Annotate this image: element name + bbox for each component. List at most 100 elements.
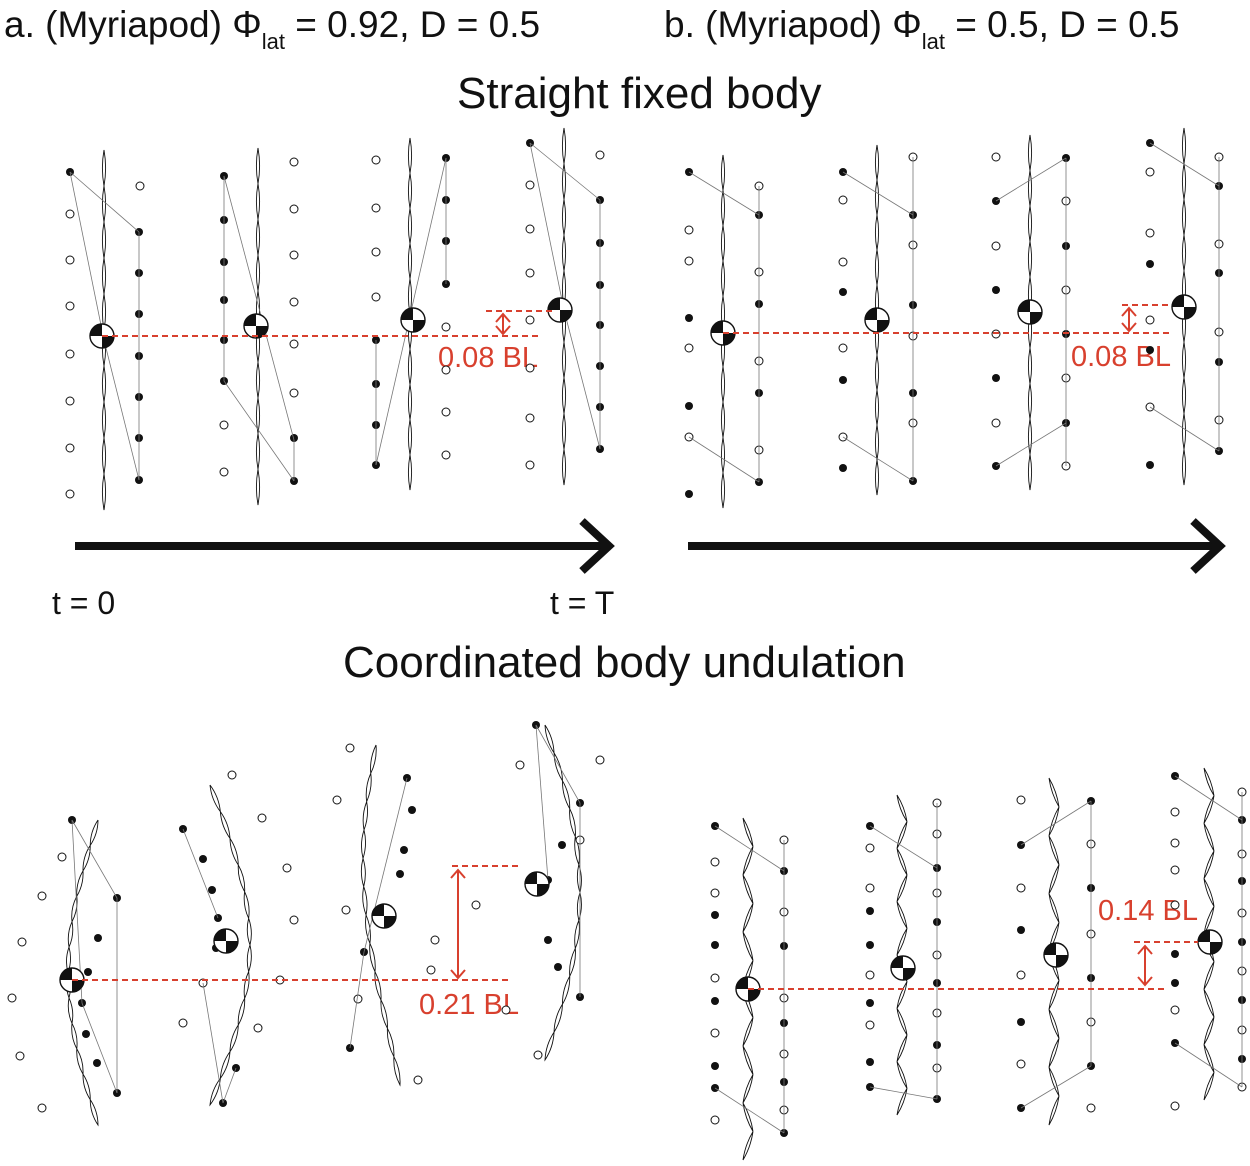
swing-foot — [1016, 1059, 1026, 1069]
center-of-mass-quadrant — [723, 333, 735, 345]
swing-foot — [684, 256, 694, 266]
swing-foot — [15, 1051, 25, 1061]
swing-foot — [710, 1028, 720, 1038]
swing-foot — [219, 420, 229, 430]
swing-foot — [1145, 167, 1155, 177]
swing-foot — [1170, 865, 1180, 875]
offset-arrow-b-top-head-top — [1121, 306, 1137, 317]
swing-foot — [1170, 807, 1180, 817]
leg-link-line — [842, 171, 914, 216]
swing-foot — [65, 301, 75, 311]
stance-foot — [208, 886, 216, 894]
leg-link-line — [714, 825, 785, 872]
stance-foot — [866, 907, 874, 915]
center-of-mass-quadrant — [1030, 312, 1042, 324]
swing-foot — [1016, 883, 1026, 893]
stance-foot — [992, 374, 1000, 382]
swing-foot — [332, 795, 342, 805]
leg-link-line — [71, 819, 118, 1093]
leg-link-line — [842, 436, 914, 482]
swing-foot — [710, 1115, 720, 1125]
swing-foot — [65, 349, 75, 359]
swing-foot — [57, 852, 67, 862]
swing-foot — [595, 755, 605, 765]
panel-a-suffix: = 0.92, D = 0.5 — [285, 4, 541, 45]
swing-foot — [1170, 1101, 1180, 1111]
time-axis-arrowhead-a — [579, 518, 615, 574]
swing-foot — [341, 905, 351, 915]
swing-foot — [684, 225, 694, 235]
stance-foot — [866, 1058, 874, 1066]
swing-foot — [17, 937, 27, 947]
swing-foot — [838, 195, 848, 205]
swing-foot — [37, 891, 47, 901]
leg-link-line — [363, 777, 408, 953]
center-of-mass-quadrant — [372, 904, 384, 916]
offset-arrow-b-bottom-head-bottom — [1137, 976, 1153, 987]
swing-foot — [1016, 795, 1026, 805]
stance-foot — [199, 855, 207, 863]
center-of-mass-quadrant — [711, 321, 723, 333]
swing-foot — [289, 204, 299, 214]
stance-foot — [992, 286, 1000, 294]
center-of-mass-quadrant — [891, 956, 903, 968]
section-title-straight: Straight fixed body — [457, 69, 822, 118]
swing-foot — [525, 180, 535, 190]
swing-foot — [65, 209, 75, 219]
swing-foot — [257, 813, 267, 823]
stance-foot — [1146, 260, 1154, 268]
swing-foot — [65, 443, 75, 453]
leg-link-line — [869, 825, 938, 869]
offset-arrow-a-bottom-head-bottom — [450, 969, 466, 980]
stance-foot — [685, 490, 693, 498]
panel-a-prefix: a. (Myriapod) Φ — [4, 4, 262, 45]
center-of-mass-quadrant — [413, 320, 425, 332]
leg-link-line — [535, 724, 549, 881]
stance-foot — [711, 997, 719, 1005]
center-of-mass-quadrant — [1172, 295, 1184, 307]
center-of-mass-quadrant — [548, 298, 560, 310]
stance-foot — [93, 1059, 101, 1067]
stance-foot — [558, 841, 566, 849]
center-of-mass-quadrant — [865, 308, 877, 320]
leg-link-line — [688, 436, 760, 483]
swing-foot — [227, 770, 237, 780]
body-outline — [360, 744, 401, 1087]
stance-foot — [84, 968, 92, 976]
leg-link-line — [995, 422, 1067, 467]
swing-foot — [1145, 228, 1155, 238]
swing-foot — [441, 322, 451, 332]
swing-foot — [991, 241, 1001, 251]
swing-foot — [7, 993, 17, 1003]
swing-foot — [471, 900, 481, 910]
swing-foot — [430, 935, 440, 945]
leg-link-line — [349, 951, 365, 1049]
stance-foot — [400, 846, 408, 854]
center-of-mass-quadrant — [1184, 307, 1196, 319]
leg-link-line — [1149, 142, 1220, 187]
swing-foot — [353, 994, 363, 1004]
panel-a-label: a. (Myriapod) Φlat = 0.92, D = 0.5 — [4, 4, 541, 53]
stance-foot — [1146, 461, 1154, 469]
swing-foot — [1170, 900, 1180, 910]
center-of-mass-quadrant — [1210, 942, 1222, 954]
swing-foot — [525, 268, 535, 278]
panel-b-label: b. (Myriapod) Φlat = 0.5, D = 0.5 — [664, 6, 1180, 53]
swing-foot — [37, 1103, 47, 1113]
swing-foot — [135, 181, 145, 191]
center-of-mass-quadrant — [102, 336, 114, 348]
offset-arrow-b-top-head-bottom — [1121, 322, 1137, 333]
swing-foot — [1170, 1005, 1180, 1015]
swing-foot — [426, 965, 436, 975]
leg-link-line — [69, 171, 140, 233]
leg-link-line — [223, 176, 295, 482]
swing-foot — [865, 843, 875, 853]
stance-foot — [396, 870, 404, 878]
leg-link-line — [71, 819, 118, 1094]
leg-link-line — [1020, 1065, 1092, 1109]
stance-foot — [1171, 979, 1179, 987]
swing-foot — [441, 407, 451, 417]
section-title-undulation: Coordinated body undulation — [343, 638, 906, 687]
center-of-mass-quadrant — [1056, 955, 1068, 967]
stance-foot — [866, 999, 874, 1007]
